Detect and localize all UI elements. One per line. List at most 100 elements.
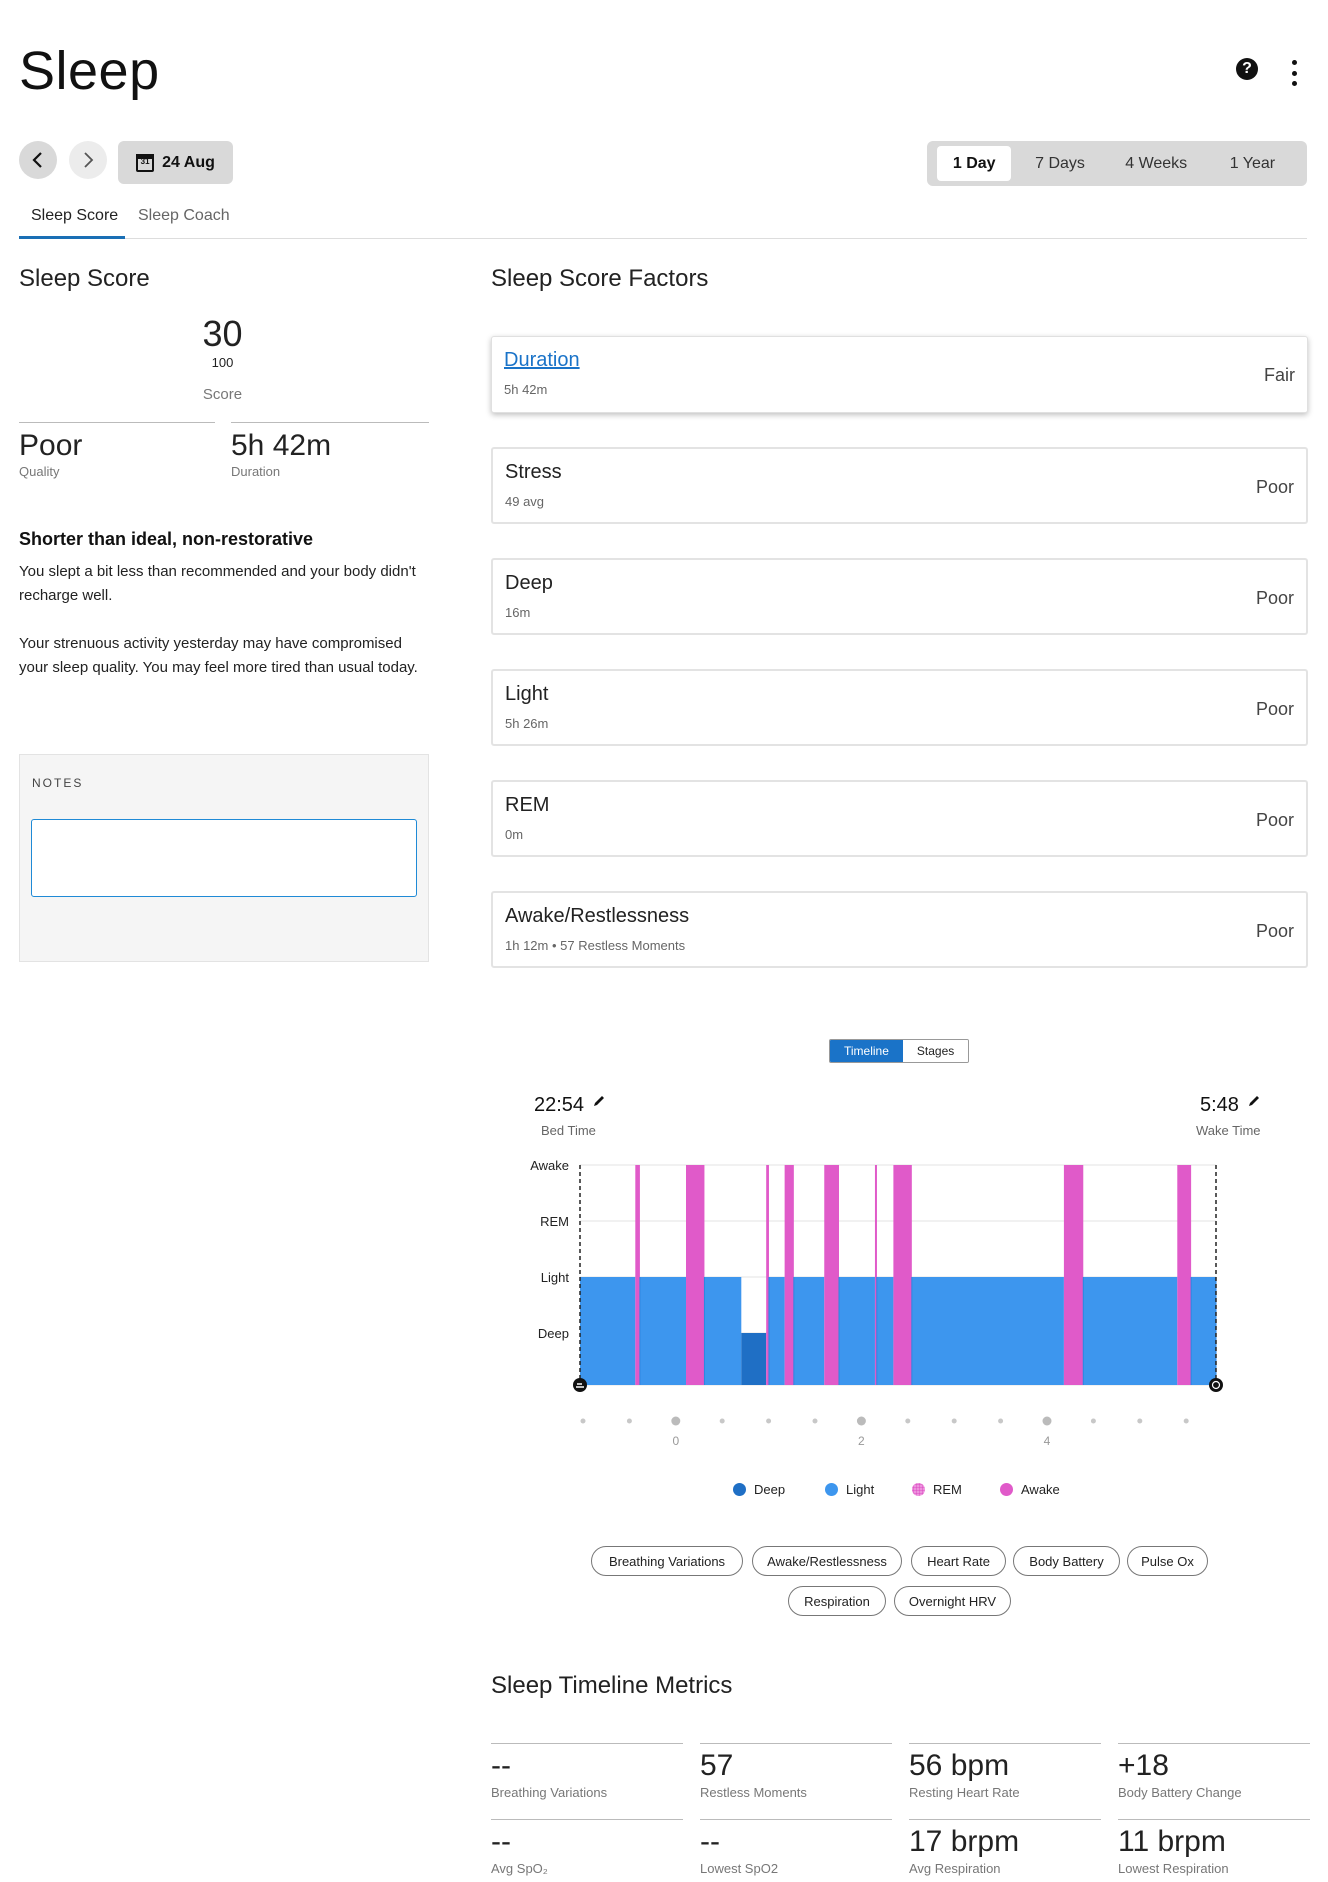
factor-light[interactable]: Light 5h 26m Poor [491, 669, 1308, 746]
legend-light: Light [825, 1482, 874, 1497]
time-range-selector: 1 Day 7 Days 4 Weeks 1 Year [927, 141, 1307, 186]
range-1-year[interactable]: 1 Year [1229, 154, 1276, 172]
factor-rating: Poor [1255, 588, 1294, 608]
toggle-stages[interactable]: Stages [902, 1040, 969, 1062]
legend-swatch-deep [733, 1483, 746, 1496]
stage-label-deep: Deep [538, 1326, 569, 1341]
date-picker-button[interactable]: 31 24 Aug [118, 141, 233, 184]
legend-deep: Deep [733, 1482, 785, 1497]
chip-overnight-hrv[interactable]: Overnight HRV [894, 1586, 1011, 1616]
factor-title[interactable]: Duration [504, 349, 580, 371]
quality-stat: Poor Quality [19, 422, 215, 479]
factor-rating: Fair [1264, 365, 1295, 385]
tab-sleep-coach[interactable]: Sleep Coach [138, 207, 230, 224]
factor-subtitle: 5h 26m [505, 716, 549, 731]
x-tick-dot [766, 1418, 772, 1424]
metric-value: -- [491, 1825, 511, 1858]
tab-sleep-score[interactable]: Sleep Score [19, 207, 125, 239]
x-tick-dot [671, 1416, 681, 1426]
stage-bar-light [876, 1277, 894, 1385]
stage-label-rem: REM [540, 1214, 569, 1229]
factor-subtitle: 1h 12m • 57 Restless Moments [505, 938, 686, 953]
factor-rating: Poor [1255, 810, 1294, 830]
x-tick-label: 0 [672, 1434, 679, 1448]
factor-awake-restlessness[interactable]: Awake/Restlessness 1h 12m • 57 Restless … [491, 891, 1308, 968]
stage-bar-light [768, 1277, 785, 1385]
calendar-icon: 31 [136, 153, 155, 172]
x-tick-dot [626, 1418, 632, 1424]
edit-pencil-icon[interactable] [592, 1094, 606, 1108]
chip-body-battery[interactable]: Body Battery [1013, 1546, 1120, 1576]
sleep-timeline-chart: Awake REM Light Deep 0 2 4 [530, 1158, 1223, 1448]
metric-value: 11 brpm [1118, 1825, 1226, 1858]
x-tick-dot [951, 1418, 957, 1424]
stage-bar-awake [1063, 1165, 1084, 1385]
legend-rem: REM [912, 1482, 962, 1497]
stage-bar-light [704, 1277, 742, 1385]
x-tick-dot [905, 1418, 911, 1424]
previous-day-button[interactable] [19, 141, 57, 179]
page-title: Sleep [19, 41, 160, 101]
metric-label: Resting Heart Rate [909, 1785, 1020, 1800]
metric-value: -- [491, 1749, 511, 1782]
x-tick-dot [1090, 1418, 1096, 1424]
metric-value: +18 [1118, 1749, 1169, 1782]
insight-paragraph-1: You slept a bit less than recommended an… [19, 563, 416, 604]
stage-bars [580, 1165, 1217, 1385]
metric-lowest-respiration: 11 brpm Lowest Respiration [1118, 1819, 1310, 1876]
quality-value: Poor [19, 429, 83, 462]
tab-bar: Sleep Score Sleep Coach [19, 205, 1307, 239]
factor-title: Deep [505, 572, 553, 594]
stage-bar-deep [741, 1333, 767, 1385]
legend-awake: Awake [1000, 1482, 1060, 1497]
factors-heading: Sleep Score Factors [491, 265, 709, 292]
chip-breathing-variations[interactable]: Breathing Variations [591, 1546, 743, 1576]
notes-panel: NOTES [19, 754, 429, 962]
chip-heart-rate[interactable]: Heart Rate [911, 1546, 1006, 1576]
stage-label-awake: Awake [530, 1158, 569, 1173]
wake-time-label: Wake Time [1196, 1123, 1261, 1138]
factor-subtitle: 0m [505, 827, 524, 842]
factor-stress[interactable]: Stress 49 avg Poor [491, 447, 1308, 524]
factor-title: Light [505, 683, 549, 705]
stage-bar-light [911, 1277, 1064, 1385]
range-4-weeks[interactable]: 4 Weeks [1125, 154, 1188, 172]
chart-edges [573, 1165, 1223, 1392]
chip-respiration[interactable]: Respiration [788, 1586, 886, 1616]
x-tick-dot [1042, 1416, 1052, 1426]
edit-pencil-icon[interactable] [1247, 1094, 1261, 1108]
stage-bar-awake [784, 1165, 794, 1385]
factor-title: REM [505, 794, 550, 816]
wake-time[interactable]: 5:48 [1200, 1094, 1261, 1117]
x-tick-dot [998, 1418, 1004, 1424]
chip-pulse-ox[interactable]: Pulse Ox [1127, 1546, 1208, 1576]
bed-time[interactable]: 22:54 [534, 1094, 606, 1117]
metric-label: Lowest Respiration [1118, 1861, 1229, 1876]
bed-icon-glyph [576, 1383, 584, 1388]
factor-subtitle: 16m [505, 605, 531, 620]
metric-breathing-variations: -- Breathing Variations [491, 1743, 683, 1800]
toggle-timeline[interactable]: Timeline [830, 1040, 903, 1062]
factor-deep[interactable]: Deep 16m Poor [491, 558, 1308, 635]
chevron-right-icon [84, 152, 94, 168]
factor-rem[interactable]: REM 0m Poor [491, 780, 1308, 857]
chevron-left-icon [32, 152, 42, 168]
stage-bar-awake [686, 1165, 705, 1385]
more-options-icon[interactable] [1289, 60, 1299, 86]
x-tick-dot [1183, 1418, 1189, 1424]
duration-stat: 5h 42m Duration [231, 422, 429, 479]
legend-label: Deep [754, 1482, 786, 1497]
chip-awake-restlessness[interactable]: Awake/Restlessness [752, 1546, 902, 1576]
help-icon[interactable]: ? [1236, 58, 1258, 80]
stage-bar-awake [1177, 1165, 1192, 1385]
stage-bar-light [1191, 1277, 1216, 1385]
metric-avg-respiration: 17 brpm Avg Respiration [909, 1819, 1101, 1876]
range-7-days[interactable]: 7 Days [1035, 154, 1085, 172]
metric-value: 56 bpm [909, 1749, 1010, 1782]
range-1-day[interactable]: 1 Day [937, 146, 1012, 181]
factor-duration[interactable]: Duration 5h 42m Fair [491, 336, 1308, 413]
next-day-button[interactable] [69, 141, 107, 179]
notes-input[interactable] [31, 819, 417, 897]
factor-subtitle: 5h 42m [504, 382, 548, 397]
stage-bar-awake [635, 1165, 640, 1385]
